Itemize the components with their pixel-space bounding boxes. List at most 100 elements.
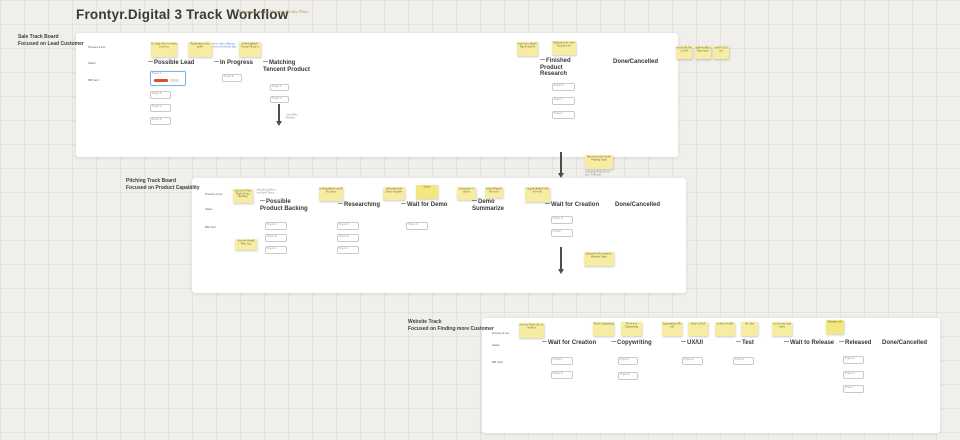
- floating-sticky-note[interactable]: ลูกค้าขอเลื่อน ติดตามต่อ: [695, 46, 711, 59]
- card-title: Project H: [552, 217, 563, 220]
- page-title: Frontyr.Digital 3 Track Workflow: [76, 7, 289, 22]
- website-track-board-column-header[interactable]: Done/Cancelled: [882, 340, 928, 346]
- pitching-track-board-column-header[interactable]: Demo Summarize: [472, 199, 514, 212]
- website-track-board-row-label: MB Card: [492, 361, 516, 367]
- sale-track-board-card[interactable]: Project A: [150, 71, 186, 86]
- sale-track-board-sticky-note[interactable]: สรุปรายการสินค้าที่ลูกค้าต้องใช้: [517, 42, 538, 56]
- website-track-board-card[interactable]: Project F: [733, 357, 754, 365]
- pitching-track-board-card[interactable]: Project D: [337, 222, 359, 230]
- website-track-board-column-header[interactable]: Copywriting: [611, 340, 652, 347]
- pitching-track-board-sticky-note[interactable]: รอลูกค้าตัดสินใจเริ่มสร้างจริง: [525, 187, 550, 202]
- pitching-track-board-sticky-note[interactable]: ส่งสรุปให้ลูกค้าพิจารณา: [485, 187, 503, 198]
- pitching-track-board-sticky-note[interactable]: เตรียมนัดวันทำ Demo กับลูกค้า: [383, 187, 405, 200]
- pitching-track-board-sticky-note[interactable]: ทำราคา Result Plan ก่อน: [235, 239, 257, 250]
- caption-text: เอกสารอธิบายขั้นตอนการขายสำหรับทีม Sale: [212, 43, 237, 49]
- sticky-note-text: ทำราคา Result Plan ก่อน: [237, 239, 255, 246]
- pitching-track-board-row-label: Status: [205, 208, 222, 214]
- card-title: Project D: [619, 373, 630, 376]
- website-track-board-sticky-note[interactable]: Release แล้ว: [826, 320, 844, 334]
- sale-track-board-column-header[interactable]: Matching Tencent Product: [263, 60, 310, 73]
- sticky-note-text: ขายสำเร็จ ปิดงานได้: [676, 46, 692, 53]
- sticky-note-text: เริ่มคุยนัดหมายกับลูกค้า: [190, 42, 210, 49]
- sale-track-board-card[interactable]: Project D: [150, 117, 171, 125]
- pitching-track-board-card[interactable]: Project G: [406, 222, 428, 230]
- sale-track-board-card[interactable]: Project F: [270, 84, 289, 91]
- pitching-track-board-sticky-note[interactable]: Demo: [416, 185, 438, 199]
- pitching-track-board-card[interactable]: Project C: [265, 246, 287, 254]
- card-title: Project J: [553, 112, 564, 115]
- website-track-board-column-header[interactable]: UX/UI: [681, 340, 703, 347]
- website-track-board-card[interactable]: Project B: [551, 371, 573, 379]
- pitching-track-board-card[interactable]: Project H: [551, 216, 573, 224]
- pitching-track-board-card[interactable]: Project A: [265, 222, 287, 230]
- card-title: Project I: [552, 230, 562, 233]
- pitching-track-board-column-header[interactable]: Wait for Demo: [401, 202, 447, 209]
- sale-track-board-sticky-note[interactable]: ได้ข้อสรุปแล้ว รอทำใบเสนอราคา: [552, 41, 576, 55]
- floating-sticky-note[interactable]: ขายสำเร็จ ปิดงานได้: [676, 46, 692, 59]
- website-track-board-column-header[interactable]: Wait for Creation: [542, 340, 596, 347]
- sale-track-board-column-header[interactable]: Possible Lead: [148, 60, 194, 67]
- website-track-board-row-label: Status: [492, 344, 509, 350]
- sticky-note-text: รับ Lead เข้ามาจากช่องทางต่างๆ: [151, 42, 177, 49]
- row-label-text: Status: [492, 344, 500, 347]
- website-track-board-sticky-note[interactable]: ใช้ AI ช่วย Copywriting: [621, 322, 642, 336]
- sale-track-board-card[interactable]: Project C: [150, 104, 171, 112]
- website-track-board-column-header[interactable]: Wait to Release: [784, 340, 834, 347]
- sale-track-board-card[interactable]: Project I: [552, 97, 575, 105]
- sale-track-board-card[interactable]: Project B: [150, 91, 171, 99]
- pitching-track-board-card[interactable]: Project I: [551, 229, 573, 237]
- pitching-track-board-sticky-note[interactable]: พร้อมสร้างเว็บ ส่งต่อเข้า Website Track: [584, 252, 614, 266]
- pitching-track-board-column-header[interactable]: Researching: [338, 202, 380, 209]
- website-track-board-sticky-note[interactable]: เริ่มทำ Copywriting: [593, 322, 614, 336]
- sale-track-board-card[interactable]: Project J: [552, 111, 575, 119]
- sale-track-board-column-header[interactable]: In Progress: [214, 60, 253, 67]
- sale-track-board-sticky-note[interactable]: เริ่มคุยนัดหมายกับลูกค้า: [188, 42, 212, 57]
- sale-track-board-caption: ส่งต่อให้ทีม Pitching: [286, 114, 304, 128]
- website-track-board-sticky-note[interactable]: Copywriting เสร็จแล้ว: [662, 322, 682, 336]
- pitching-track-board-column-header[interactable]: Wait for Creation: [545, 202, 599, 209]
- card-title: Project H: [844, 372, 855, 375]
- sale-track-board-card[interactable]: Project E: [222, 74, 242, 82]
- arrow-head: [558, 173, 564, 178]
- website-track-board-sticky-note[interactable]: เริ่มทำ UX/UI: [688, 322, 708, 336]
- sale-track-board-sticky-note[interactable]: รับ Lead เข้ามาจากช่องทางต่างๆ: [151, 42, 177, 57]
- row-label-text: Status: [205, 208, 213, 211]
- floating-sticky-note[interactable]: ปิดการขายแล้ว ส่งเข้า Pitching Track: [585, 155, 613, 169]
- floating-sticky-note[interactable]: ยกเลิก ไม่ไปต่อ: [713, 46, 729, 59]
- sale-track-board-card[interactable]: Project G: [270, 96, 289, 103]
- pitching-track-board-sticky-note[interactable]: ทำสรุปผลการ Demo: [457, 187, 476, 200]
- card-title: Project G: [844, 357, 855, 360]
- card-title: Project B: [266, 235, 277, 238]
- website-track-board-card[interactable]: Project C: [618, 357, 638, 365]
- website-track-board-card[interactable]: Project I: [843, 385, 864, 393]
- sale-track-board-column-header[interactable]: Done/Cancelled: [613, 59, 659, 65]
- pitching-track-board-card[interactable]: Project F: [337, 246, 359, 254]
- website-track-board-column-header[interactable]: Released: [839, 340, 871, 347]
- sale-track-board-column-header[interactable]: Finished Product Research: [540, 58, 587, 78]
- pitching-track-board-column-header[interactable]: Possible Product Backing: [260, 199, 310, 212]
- card-title: Project F: [338, 247, 349, 250]
- pitching-track-board-card[interactable]: Project B: [265, 234, 287, 242]
- sale-track-board-sticky-note[interactable]: กำลังจับคู่สินค้า Tencent ที่เหมาะ: [239, 42, 261, 57]
- website-track-board-sticky-note[interactable]: เริ่ม Test: [741, 322, 758, 336]
- website-track-board-sticky-note[interactable]: ผ่านการ Pitch แล้ว รอเริ่มสร้าง: [519, 323, 544, 338]
- website-track-board-card[interactable]: Project D: [618, 372, 638, 380]
- website-track-board-card[interactable]: Project E: [682, 357, 703, 365]
- arrow-head: [276, 121, 282, 126]
- website-track-board-card[interactable]: Project H: [843, 371, 864, 379]
- pitching-track-board-sticky-note[interactable]: หาข้อมูลสินค้าและวิธีทำ Demo: [319, 187, 343, 201]
- website-track-board-sticky-note[interactable]: รอเวลาเหมาะสมปล่อย: [772, 322, 792, 336]
- pitching-track-board-column-header[interactable]: Done/Cancelled: [615, 202, 661, 208]
- pitching-track-board-card[interactable]: Project E: [337, 234, 359, 242]
- sale-track-board-card[interactable]: Project H: [552, 83, 575, 91]
- website-track-board-card[interactable]: Project A: [551, 357, 573, 365]
- website-track-board-column-header[interactable]: Test: [736, 340, 754, 347]
- pitching-track-board-sticky-note[interactable]: สรุปว่าจะ Pitch สินค้าตัวไหน Backing: [233, 189, 253, 203]
- card-title: Project F: [271, 85, 282, 88]
- website-track-board-card[interactable]: Project G: [843, 356, 864, 364]
- sticky-note-text: เริ่มทำ Copywriting: [593, 322, 614, 326]
- website-track-board-row-label: Process & Acc: [492, 332, 531, 338]
- sticky-note-text: Release แล้ว: [827, 320, 843, 324]
- website-track-board-sticky-note[interactable]: รอ Dev ทำเสร็จ: [715, 322, 735, 336]
